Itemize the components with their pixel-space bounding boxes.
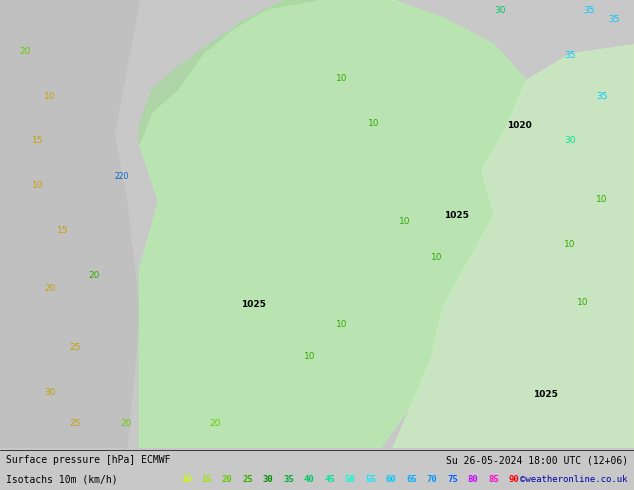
Text: 10: 10 (368, 119, 379, 127)
Text: 45: 45 (324, 475, 335, 484)
Text: 40: 40 (304, 475, 314, 484)
Polygon shape (139, 0, 526, 448)
Text: 10: 10 (181, 475, 191, 484)
Text: 30: 30 (262, 475, 273, 484)
Text: 15: 15 (201, 475, 212, 484)
Text: 20: 20 (19, 47, 30, 56)
Text: 35: 35 (583, 6, 595, 16)
Text: 1025: 1025 (444, 211, 469, 220)
Text: 90: 90 (509, 475, 520, 484)
Text: 10: 10 (577, 298, 588, 307)
Text: Isotachs 10m (km/h): Isotachs 10m (km/h) (6, 475, 118, 485)
Text: 20: 20 (120, 419, 132, 428)
Text: 10: 10 (304, 352, 316, 361)
Text: 85: 85 (488, 475, 499, 484)
Text: Surface pressure [hPa] ECMWF: Surface pressure [hPa] ECMWF (6, 455, 171, 465)
Text: 30: 30 (495, 6, 506, 16)
Text: 20: 20 (89, 271, 100, 280)
Text: 30: 30 (564, 137, 576, 146)
Polygon shape (393, 45, 634, 448)
Text: 25: 25 (242, 475, 253, 484)
Text: 15: 15 (32, 137, 43, 146)
Text: 80: 80 (468, 475, 479, 484)
Text: 1025: 1025 (241, 300, 266, 309)
Text: 10: 10 (431, 253, 443, 262)
Text: 25: 25 (70, 343, 81, 352)
Text: 25: 25 (70, 419, 81, 428)
Text: 50: 50 (345, 475, 356, 484)
Text: 35: 35 (564, 51, 576, 60)
Polygon shape (139, 0, 317, 144)
Text: 10: 10 (336, 74, 347, 83)
Text: 75: 75 (448, 475, 458, 484)
Text: 10: 10 (336, 320, 347, 329)
Text: 35: 35 (596, 92, 607, 100)
Text: 1025: 1025 (533, 390, 558, 399)
Text: 10: 10 (44, 92, 56, 100)
Text: 1020: 1020 (507, 121, 533, 130)
Text: ©weatheronline.co.uk: ©weatheronline.co.uk (520, 475, 628, 484)
Text: 65: 65 (406, 475, 417, 484)
Text: 10: 10 (564, 240, 576, 248)
Text: 35: 35 (609, 15, 620, 24)
Text: 10: 10 (399, 217, 411, 226)
Text: 35: 35 (283, 475, 294, 484)
Text: Su 26-05-2024 18:00 UTC (12+06): Su 26-05-2024 18:00 UTC (12+06) (446, 455, 628, 465)
Text: 55: 55 (365, 475, 376, 484)
Text: 220: 220 (114, 172, 129, 181)
Text: 20: 20 (222, 475, 233, 484)
Text: 10: 10 (596, 195, 607, 204)
Text: 10: 10 (32, 181, 43, 190)
Text: 60: 60 (386, 475, 396, 484)
Text: 20: 20 (209, 419, 221, 428)
Text: 70: 70 (427, 475, 437, 484)
Text: 15: 15 (57, 226, 68, 235)
Text: 30: 30 (44, 388, 56, 396)
Polygon shape (0, 0, 139, 448)
Text: 20: 20 (44, 284, 56, 294)
